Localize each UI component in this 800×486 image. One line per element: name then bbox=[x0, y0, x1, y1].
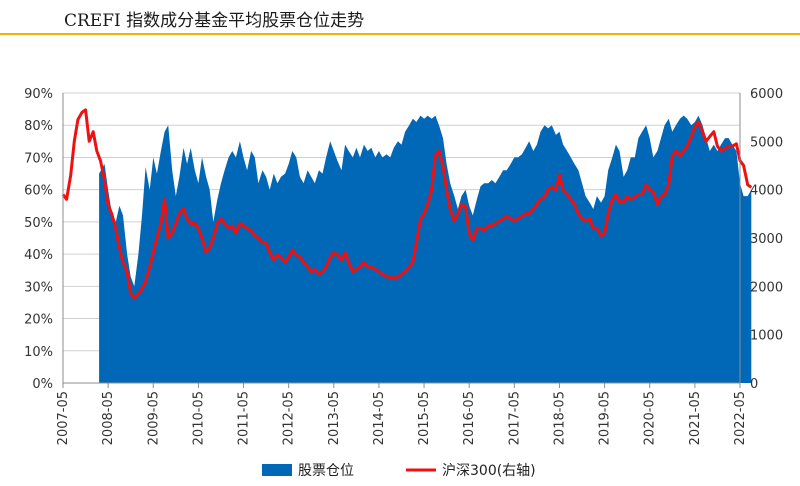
y-right-tick-label: 1000 bbox=[750, 329, 783, 344]
legend: 股票仓位 沪深300(右轴) bbox=[262, 463, 536, 479]
x-tick-label: 2014-05 bbox=[372, 391, 387, 445]
x-tick-label: 2017-05 bbox=[507, 391, 522, 445]
legend-swatch-stock-position bbox=[262, 464, 292, 476]
x-tick-label: 2013-05 bbox=[327, 391, 342, 445]
x-tick-label: 2009-05 bbox=[146, 391, 161, 445]
y-right-tick-label: 6000 bbox=[750, 87, 783, 102]
y-left-tick-label: 90% bbox=[24, 87, 53, 102]
y-right-tick-label: 3000 bbox=[750, 232, 783, 247]
x-tick-label: 2018-05 bbox=[552, 391, 567, 445]
y-left-tick-label: 10% bbox=[24, 345, 53, 360]
y-right-tick-label: 0 bbox=[750, 377, 758, 392]
y-right-tick-label: 5000 bbox=[750, 135, 783, 150]
title-underline bbox=[0, 33, 800, 35]
y-left-tick-label: 0% bbox=[32, 377, 53, 392]
legend-label-csi300: 沪深300(右轴) bbox=[442, 463, 536, 479]
y-left-tick-label: 70% bbox=[24, 151, 53, 166]
x-tick-label: 2016-05 bbox=[462, 391, 477, 445]
x-tick-label: 2022-05 bbox=[733, 391, 748, 445]
axes: 0% 10% 20% 30% 40% 50% 60% 70% 80% 90% 0 1000 2000 30… bbox=[24, 87, 783, 445]
x-tick-label: 2015-05 bbox=[417, 391, 432, 445]
x-tick-label: 2011-05 bbox=[237, 391, 252, 445]
x-tick-label: 2012-05 bbox=[282, 391, 297, 445]
line-layer bbox=[61, 108, 753, 300]
x-tick-label: 2021-05 bbox=[688, 391, 703, 445]
y-left-tick-label: 30% bbox=[24, 280, 53, 295]
area-series-stock-position bbox=[99, 115, 752, 383]
x-tick-label: 2008-05 bbox=[101, 391, 116, 445]
line-series-csi300 bbox=[61, 108, 753, 300]
x-tick-label: 2019-05 bbox=[598, 391, 613, 445]
y-right-tick-label: 4000 bbox=[750, 184, 783, 199]
x-tick-label: 2010-05 bbox=[191, 391, 206, 445]
legend-label-stock-position: 股票仓位 bbox=[298, 463, 354, 479]
y-right-tick-label: 2000 bbox=[750, 280, 783, 295]
chart-title: CREFI 指数成分基金平均股票仓位走势 bbox=[64, 11, 365, 31]
area-layer bbox=[99, 115, 752, 383]
x-tick-label: 2020-05 bbox=[643, 391, 658, 445]
y-left-tick-label: 80% bbox=[24, 119, 53, 134]
x-tick-label: 2007-05 bbox=[56, 391, 71, 445]
y-left-tick-label: 50% bbox=[24, 216, 53, 231]
y-left-tick-label: 40% bbox=[24, 248, 53, 263]
y-left-tick-label: 60% bbox=[24, 184, 53, 199]
y-left-tick-label: 20% bbox=[24, 313, 53, 328]
